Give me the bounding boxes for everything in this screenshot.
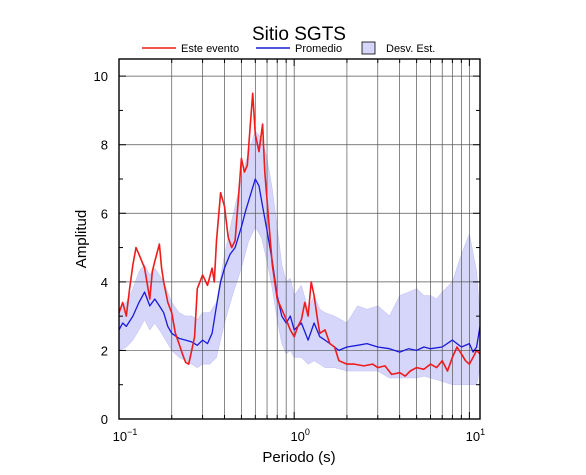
x-tick-label: 101 — [466, 427, 485, 444]
x-tick-label: 10−1 — [113, 427, 138, 444]
mean-line — [118, 178, 481, 353]
x-tick-exponent: 0 — [305, 427, 310, 437]
y-tick-labels: 0 2 4 6 8 10 — [94, 69, 108, 427]
legend-event-label: Este evento — [181, 43, 239, 55]
legend-std-swatch — [361, 41, 376, 55]
legend-std-label: Desv. Est. — [386, 43, 435, 55]
x-tick-labels: 10−1 100 101 — [113, 427, 485, 444]
x-tick-base: 10 — [466, 429, 480, 444]
plot-frame — [118, 58, 481, 420]
y-tick-label: 10 — [94, 69, 108, 84]
y-tick-label: 8 — [101, 138, 108, 153]
y-tick-label: 0 — [101, 412, 108, 427]
y-tick-label: 2 — [101, 343, 108, 358]
x-tick-exponent: 1 — [480, 427, 485, 437]
y-tick-label: 6 — [101, 206, 108, 221]
x-tick-exponent: −1 — [127, 427, 137, 437]
event-line — [118, 92, 481, 377]
x-tick-base: 10 — [290, 429, 304, 444]
y-tick-label: 4 — [101, 275, 108, 290]
legend: Este evento Promedio Desv. Est. — [142, 41, 435, 55]
y-axis-label: Amplitud — [73, 210, 90, 268]
chart-title: Sitio SGTS — [252, 24, 346, 45]
grid — [119, 59, 480, 419]
series-layer — [118, 92, 481, 377]
x-axis-label: Periodo (s) — [262, 449, 335, 466]
x-tick-label: 100 — [290, 427, 309, 444]
std-band — [118, 130, 481, 385]
std-band-layer — [118, 130, 481, 385]
legend-mean-label: Promedio — [295, 43, 342, 55]
axis-ticks — [118, 59, 480, 420]
x-tick-base: 10 — [113, 429, 127, 444]
